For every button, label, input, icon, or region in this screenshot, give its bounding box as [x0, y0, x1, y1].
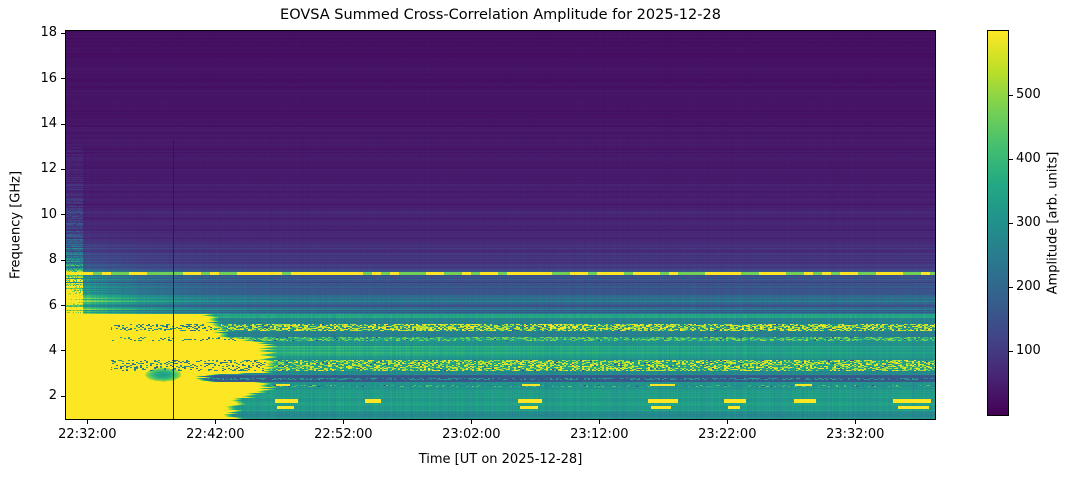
x-tick-label: 22:52:00	[314, 427, 373, 442]
colorbar-tick-label: 100	[1016, 343, 1041, 358]
y-tick-label: 4	[48, 342, 57, 358]
x-axis-label: Time [UT on 2025-12-28]	[418, 452, 583, 467]
y-tick-label: 6	[48, 297, 57, 313]
y-tick-mark	[61, 395, 65, 397]
colorbar-tick-mark	[1009, 94, 1013, 96]
x-tick-mark	[854, 420, 856, 424]
x-tick-label: 23:22:00	[698, 427, 757, 442]
colorbar-tick-label: 300	[1016, 215, 1041, 230]
y-tick-mark	[61, 350, 65, 352]
chart-title: EOVSA Summed Cross-Correlation Amplitude…	[280, 7, 721, 23]
x-tick-mark	[342, 420, 344, 424]
x-tick-mark	[598, 420, 600, 424]
x-tick-mark	[726, 420, 728, 424]
y-tick-mark	[61, 32, 65, 34]
x-tick-mark	[214, 420, 216, 424]
colorbar-tick-mark	[1009, 286, 1013, 288]
y-tick-label: 12	[40, 161, 57, 177]
colorbar-tick-label: 500	[1016, 87, 1041, 102]
x-tick-label: 23:02:00	[442, 427, 501, 442]
colorbar	[988, 31, 1008, 415]
x-tick-label: 23:12:00	[570, 427, 629, 442]
x-tick-label: 23:32:00	[826, 427, 885, 442]
y-axis-label: Frequency [GHz]	[8, 170, 24, 280]
colorbar-label: Amplitude [arb. units]	[1045, 151, 1061, 295]
y-tick-mark	[61, 305, 65, 307]
y-tick-label: 2	[48, 388, 57, 404]
colorbar-tick-label: 200	[1016, 279, 1041, 294]
y-tick-label: 14	[40, 116, 57, 132]
y-tick-label: 18	[40, 25, 57, 41]
x-tick-mark	[470, 420, 472, 424]
x-tick-mark	[86, 420, 88, 424]
y-tick-mark	[61, 168, 65, 170]
colorbar-tick-mark	[1009, 158, 1013, 160]
colorbar-tick-mark	[1009, 350, 1013, 352]
x-tick-label: 22:32:00	[58, 427, 117, 442]
y-tick-label: 8	[48, 252, 57, 268]
colorbar-tick-mark	[1009, 222, 1013, 224]
x-tick-label: 22:42:00	[186, 427, 245, 442]
y-tick-label: 10	[40, 206, 57, 222]
y-tick-mark	[61, 259, 65, 261]
y-tick-mark	[61, 123, 65, 125]
spectrogram-heatmap	[66, 31, 935, 419]
y-tick-mark	[61, 78, 65, 80]
y-tick-label: 16	[40, 70, 57, 86]
y-tick-mark	[61, 214, 65, 216]
colorbar-tick-label: 400	[1016, 151, 1041, 166]
